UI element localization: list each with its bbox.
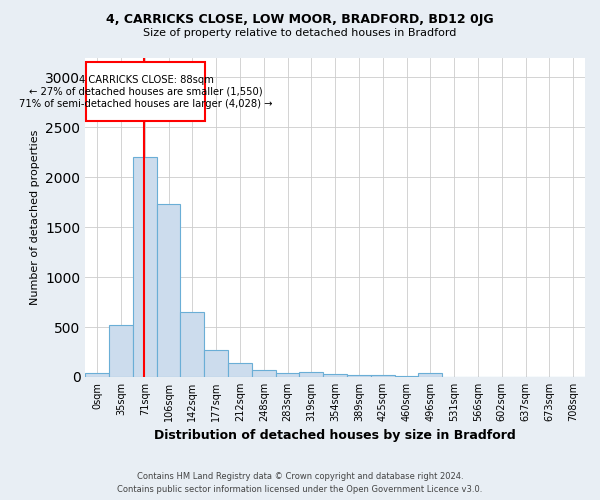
Bar bbox=[181, 312, 204, 377]
Bar bbox=[228, 364, 252, 377]
Text: 4, CARRICKS CLOSE, LOW MOOR, BRADFORD, BD12 0JG: 4, CARRICKS CLOSE, LOW MOOR, BRADFORD, B… bbox=[106, 12, 494, 26]
Y-axis label: Number of detached properties: Number of detached properties bbox=[30, 130, 40, 305]
Text: 4 CARRICKS CLOSE: 88sqm
← 27% of detached houses are smaller (1,550)
71% of semi: 4 CARRICKS CLOSE: 88sqm ← 27% of detache… bbox=[19, 76, 273, 108]
Bar bbox=[347, 375, 371, 377]
Text: Size of property relative to detached houses in Bradford: Size of property relative to detached ho… bbox=[143, 28, 457, 38]
Bar bbox=[371, 376, 395, 377]
Bar bbox=[157, 204, 181, 377]
Bar bbox=[85, 374, 109, 377]
Text: Contains HM Land Registry data © Crown copyright and database right 2024.: Contains HM Land Registry data © Crown c… bbox=[137, 472, 463, 481]
Bar bbox=[204, 350, 228, 377]
Bar bbox=[275, 374, 299, 377]
Bar bbox=[133, 158, 157, 377]
Bar bbox=[395, 376, 418, 377]
Bar bbox=[109, 325, 133, 377]
Bar bbox=[323, 374, 347, 377]
X-axis label: Distribution of detached houses by size in Bradford: Distribution of detached houses by size … bbox=[154, 430, 516, 442]
FancyBboxPatch shape bbox=[86, 62, 205, 122]
Bar bbox=[252, 370, 275, 377]
Bar bbox=[299, 372, 323, 377]
Text: Contains public sector information licensed under the Open Government Licence v3: Contains public sector information licen… bbox=[118, 485, 482, 494]
Bar bbox=[418, 374, 442, 377]
